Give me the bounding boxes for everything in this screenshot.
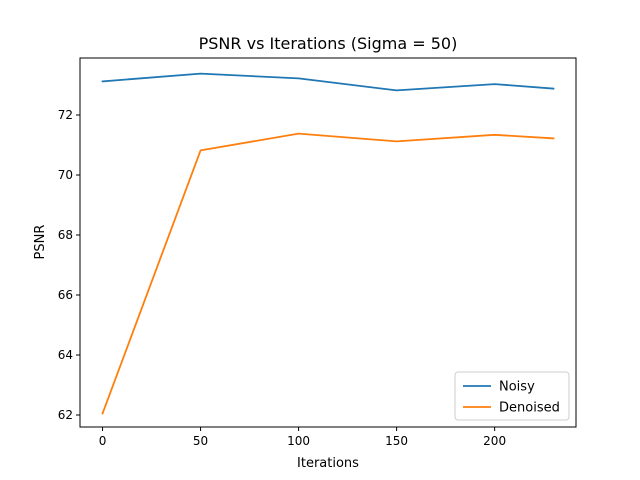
chart-title: PSNR vs Iterations (Sigma = 50) [199,34,458,53]
x-axis-label: Iterations [297,456,359,471]
series-layer [101,72,555,415]
x-tick-label: 100 [287,434,310,448]
y-tick-label: 62 [58,408,73,422]
legend-label-denoised: Denoised [499,401,560,416]
y-axis-label: PSNR [33,225,48,260]
plot-frame [79,57,577,428]
x-axis: 0 50 100 150 200 [99,427,506,448]
legend-label-noisy: Noisy [499,380,535,395]
legend-box [454,371,570,421]
x-tick-label: 150 [385,434,408,448]
y-tick-label: 64 [58,348,73,362]
x-tick-label: 200 [483,434,506,448]
y-axis: 62 64 66 68 70 72 [58,108,80,422]
x-tick-label: 50 [193,434,208,448]
series-line-denoised [101,132,555,415]
y-tick-label: 68 [58,228,73,242]
legend: Noisy Denoised [454,371,570,421]
y-tick-label: 70 [58,168,73,182]
series-line-noisy [101,72,555,92]
y-tick-label: 72 [58,108,73,122]
y-tick-label: 66 [58,288,73,302]
x-tick-label: 0 [99,434,107,448]
